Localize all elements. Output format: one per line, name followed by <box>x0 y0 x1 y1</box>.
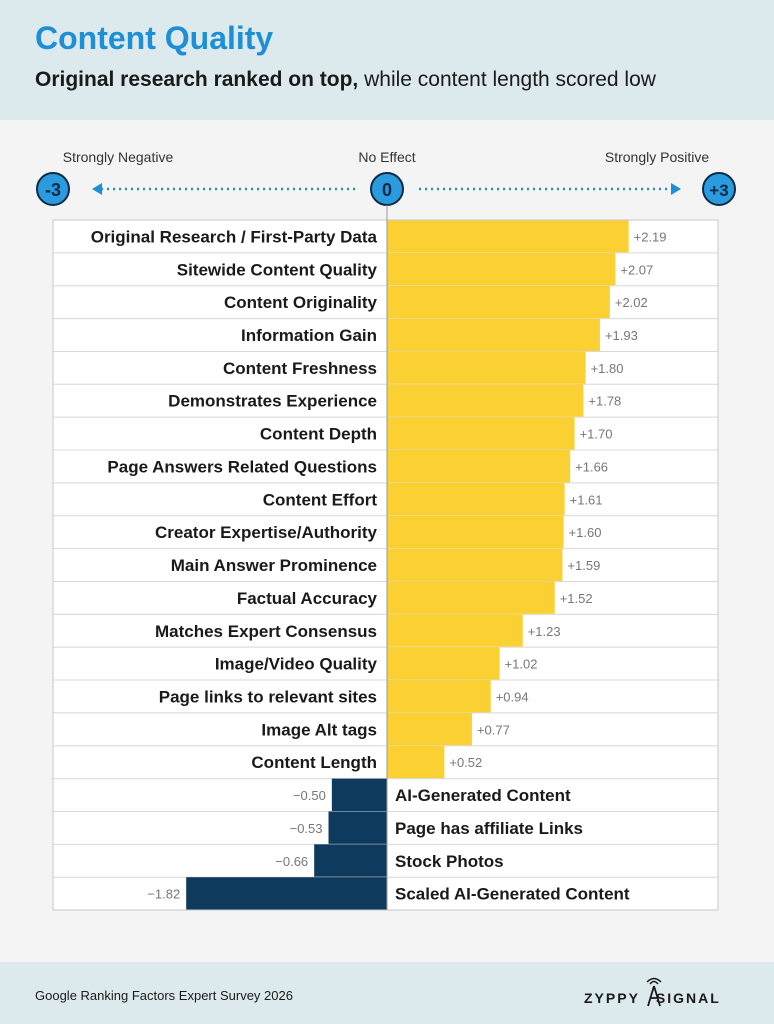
category-label: Page Answers Related Questions <box>107 457 377 476</box>
scale-right-label: Strongly Positive <box>605 149 709 165</box>
value-label: −0.66 <box>275 854 308 869</box>
category-label: Demonstrates Experience <box>168 392 377 411</box>
bar <box>387 614 523 647</box>
bar <box>387 318 600 351</box>
category-label: Information Gain <box>241 326 377 345</box>
scale-right-badge: +3 <box>702 172 736 206</box>
bar <box>387 351 586 384</box>
bar <box>314 844 387 877</box>
bar <box>328 811 387 844</box>
left-arrowhead-icon <box>92 183 102 195</box>
category-label: Page has affiliate Links <box>395 819 583 838</box>
value-label: +1.93 <box>605 328 638 343</box>
category-label: Image/Video Quality <box>215 655 378 674</box>
signal-tower-icon <box>646 977 662 1007</box>
category-label: Content Freshness <box>223 359 377 378</box>
bar <box>387 647 500 680</box>
bar <box>387 712 472 746</box>
value-label: −1.82 <box>147 887 180 902</box>
scale-left-value: -3 <box>45 180 61 200</box>
category-label: AI-Generated Content <box>395 786 571 805</box>
category-label: Matches Expert Consensus <box>155 622 377 641</box>
logo-part2: SIGNAL <box>655 990 721 1006</box>
value-label: +2.07 <box>620 262 653 277</box>
scale-center-label: No Effect <box>358 149 415 165</box>
scale-right-value: +3 <box>709 181 728 200</box>
bar <box>387 745 445 779</box>
page-title: Content Quality <box>35 20 274 56</box>
category-label: Content Length <box>251 753 377 772</box>
value-label: +1.61 <box>570 492 603 507</box>
bar <box>387 548 563 581</box>
value-label: −0.53 <box>290 821 323 836</box>
bar-chart: Strongly Negative No Effect Strongly Pos… <box>36 149 736 911</box>
page-subtitle: Original research ranked on top, while c… <box>35 68 656 92</box>
scale-left-label: Strongly Negative <box>63 149 174 165</box>
value-label: −0.50 <box>293 788 326 803</box>
value-label: +1.23 <box>528 624 561 639</box>
value-label: +1.70 <box>580 427 613 442</box>
bar <box>387 482 565 516</box>
category-label: Main Answer Prominence <box>171 556 377 575</box>
bar <box>387 680 491 713</box>
scale-center-badge: 0 <box>370 172 404 206</box>
category-label: Content Depth <box>260 425 377 444</box>
bar <box>387 220 629 253</box>
value-label: +0.94 <box>496 689 529 704</box>
category-label: Original Research / First-Party Data <box>91 227 378 246</box>
value-label: +1.66 <box>575 459 608 474</box>
category-label: Scaled AI-Generated Content <box>395 885 630 904</box>
scale-left-badge: -3 <box>36 172 70 206</box>
zyppy-signal-logo: ZYPPY SIGNAL <box>584 976 734 1016</box>
bar <box>387 384 584 417</box>
category-label: Stock Photos <box>395 852 504 871</box>
bar <box>331 778 387 811</box>
logo-part1: ZYPPY <box>584 990 640 1006</box>
category-label: Sitewide Content Quality <box>177 260 378 279</box>
value-label: +1.02 <box>505 657 538 672</box>
footer-source: Google Ranking Factors Expert Survey 202… <box>35 988 293 1003</box>
subtitle-bold: Original research ranked on top, <box>35 68 359 91</box>
value-label: +1.80 <box>591 361 624 376</box>
right-arrowhead-icon <box>671 183 681 195</box>
category-label: Factual Accuracy <box>237 589 378 608</box>
value-label: +0.52 <box>449 755 482 770</box>
value-label: +1.78 <box>588 394 621 409</box>
value-label: +1.60 <box>569 525 602 540</box>
footer-band: Google Ranking Factors Expert Survey 202… <box>0 962 774 1024</box>
chart-rows: Original Research / First-Party Data +2.1… <box>52 219 719 911</box>
bar <box>387 417 575 450</box>
chart-frame <box>52 219 719 911</box>
bar <box>387 515 564 549</box>
value-label: +0.77 <box>477 722 510 737</box>
category-label: Content Effort <box>263 490 378 509</box>
bar <box>387 450 571 483</box>
bar <box>387 285 610 319</box>
category-label: Creator Expertise/Authority <box>155 523 378 542</box>
value-label: +1.59 <box>567 558 600 573</box>
value-label: +1.52 <box>560 591 593 606</box>
bar <box>387 252 616 286</box>
bar <box>186 877 387 910</box>
logo-text: ZYPPY SIGNAL <box>584 990 721 1006</box>
category-label: Page links to relevant sites <box>159 687 377 706</box>
category-label: Image Alt tags <box>261 720 377 739</box>
scale-center-value: 0 <box>382 180 392 200</box>
subtitle-rest: while content length scored low <box>358 68 656 91</box>
value-label: +2.19 <box>634 229 667 244</box>
category-label: Content Originality <box>224 293 378 312</box>
bar <box>387 581 555 614</box>
value-label: +2.02 <box>615 295 648 310</box>
header-band: Content Quality Original research ranked… <box>0 0 774 120</box>
